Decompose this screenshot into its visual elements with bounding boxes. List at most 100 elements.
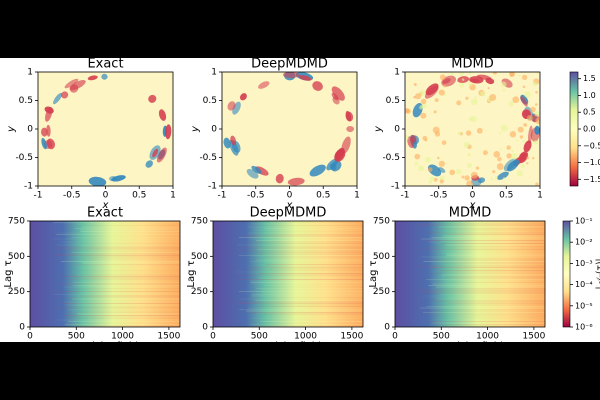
x-tick-label: 500 [68,332,85,342]
field-texture [468,116,474,121]
field-texture [518,74,521,77]
field-texture [87,75,98,81]
field-texture [535,72,539,74]
y-tick-label: 0 [211,125,217,135]
y-tick-label: -0.5 [199,153,217,163]
field-texture [413,95,416,99]
field-texture [501,124,508,132]
y-axis-label: y [190,125,201,133]
field-texture [410,134,417,143]
field-texture [499,147,503,150]
x-tick-label: 1 [537,191,543,201]
field-texture [492,72,497,75]
field-texture [441,140,447,145]
field-texture [530,106,536,113]
field-texture [506,153,512,159]
field-texture [474,96,477,99]
field-texture [439,175,445,181]
panel-title: Exact [87,57,123,72]
field-image [222,72,357,186]
field-texture [490,177,494,181]
field-texture [465,130,472,136]
field-texture [510,152,518,160]
y-axis-label: y [6,125,17,133]
field-texture [223,137,231,149]
y-tick-label: -1 [208,182,217,192]
field-image [30,221,180,327]
x-axis-label: Vorticity field [72,341,138,352]
field-texture [511,149,514,153]
field-texture [434,98,439,103]
y-tick-label: 0 [202,323,208,333]
panel-title: DeepMDMD [251,57,328,72]
field-texture [326,158,338,171]
x-tick-label: 1500 [340,332,363,342]
field-texture [425,156,431,163]
field-base [213,221,363,327]
field-texture [230,135,236,146]
field-texture [101,73,108,80]
field-base [30,221,180,327]
y-tick-label: 250 [8,287,25,297]
field-texture [535,90,538,94]
y-tick-label: 0 [394,125,400,135]
field-texture [477,177,486,183]
field-texture [468,72,472,75]
x-tick-label: 1500 [157,332,180,342]
field-texture [475,166,480,170]
colorbar [569,71,579,187]
field-texture [492,170,496,174]
x-tick-label: -0.5 [430,191,448,201]
field-texture [502,177,506,180]
field-texture [53,92,63,105]
field-texture [532,156,535,160]
field-texture [524,91,531,98]
field-texture [534,125,540,135]
field-texture [432,126,440,134]
field-texture [438,89,445,96]
field-texture [421,103,427,109]
colorbar-tick-label: 10⁻⁶ [575,323,593,332]
field-texture [88,176,107,186]
x-axis-label: x [469,200,476,211]
field-texture [507,159,520,172]
field-texture [526,156,530,160]
colorbar-tick-label: 10⁻⁴ [575,280,593,289]
field-texture [240,93,247,101]
field-texture [282,72,300,79]
field-texture [414,153,421,160]
field-texture [156,147,167,163]
field-texture [287,177,305,186]
field-texture [461,175,465,179]
y-axis-label: Lag τ [368,260,379,287]
colorbar [562,220,571,328]
field-texture [148,94,157,103]
x-tick-label: 0 [27,332,33,342]
field-texture [345,111,354,122]
colorbar-tick-label: −1.0 [583,158,600,167]
x-tick-label: 500 [251,332,268,342]
x-tick-label: 1 [170,191,176,201]
field-texture [108,176,117,182]
field-texture [145,160,153,168]
field-texture [419,89,426,96]
field-texture [516,139,519,142]
field-texture [227,101,236,111]
y-tick-label: 250 [191,287,208,297]
y-tick-label: 250 [373,287,390,297]
y-tick-label: -1 [24,182,33,192]
field-texture [438,160,445,167]
field-texture [528,125,533,144]
y-tick-label: -0.5 [382,153,400,163]
field-texture [535,103,538,106]
field-texture [532,81,538,87]
field-texture [298,75,312,81]
field-texture [487,87,490,90]
y-tick-label: 0 [19,323,25,333]
field-texture [533,140,538,145]
field-texture [456,100,462,106]
field-texture [520,163,525,168]
panel-title: MDMD [451,57,493,72]
field-texture [494,176,498,180]
x-tick-label: 1500 [522,332,545,342]
